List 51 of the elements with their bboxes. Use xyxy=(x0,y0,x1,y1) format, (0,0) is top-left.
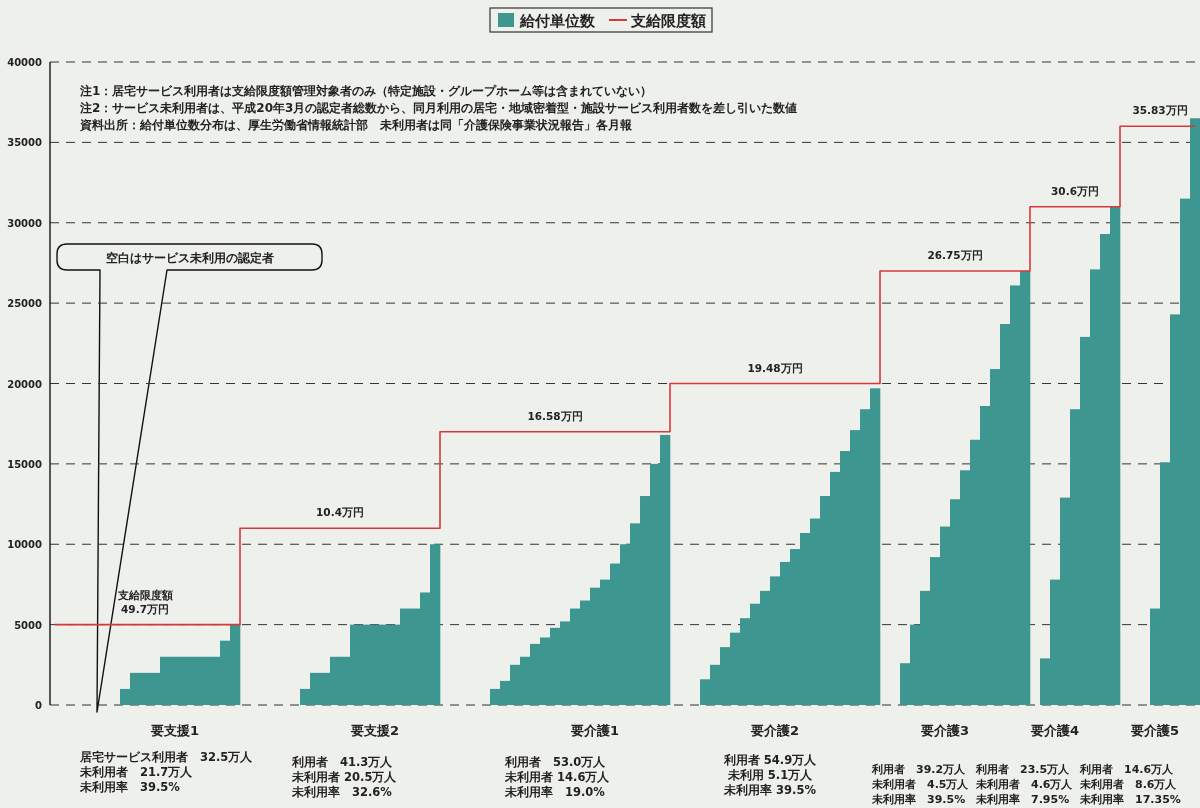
y-tick-label: 35000 xyxy=(7,137,43,149)
text: 未利用率 32.6% xyxy=(291,785,393,799)
text: 未利用率 19.0% xyxy=(504,785,606,799)
legend-label: 支給限度額 xyxy=(630,12,706,30)
annotation: 注1：居宅サービス利用者は支給限度額管理対象者のみ（特定施設・グループホーム等は含まれていない） xyxy=(79,84,653,98)
annotation: 19.48万円 xyxy=(747,361,803,374)
y-tick-label: 30000 xyxy=(7,217,43,229)
legend-label: 給付単位数 xyxy=(519,12,596,30)
text: 利用者 23.5万人 xyxy=(975,763,1071,776)
annotation: 35.83万円 xyxy=(1132,104,1188,117)
y-tick-label: 40000 xyxy=(7,57,43,68)
y-tick-label: 0 xyxy=(35,700,43,711)
y-tick-label: 5000 xyxy=(14,619,43,631)
text: 利用者 54.9万人 xyxy=(722,753,818,767)
annotation: 30.6万円 xyxy=(1051,184,1099,197)
text: 利用者 53.0万人 xyxy=(504,755,607,769)
y-tick-label: 10000 xyxy=(7,539,43,551)
text: 未利用者 8.6万人 xyxy=(1079,778,1178,791)
text: 未利用者 20.5万人 xyxy=(291,770,398,784)
text: 利用者 41.3万人 xyxy=(291,755,394,769)
annotation: 26.75万円 xyxy=(927,248,983,261)
annotation: 空白はサービス未利用の認定者 xyxy=(106,251,274,265)
text: 未利用者 21.7万人 xyxy=(79,765,194,779)
annotation: 49.7万円 xyxy=(121,602,169,615)
annotation: 16.58万円 xyxy=(527,409,583,422)
x-tick-label: 要介護1 xyxy=(569,723,620,738)
text: 未利用者 14.6万人 xyxy=(504,770,611,784)
text: 未利用率 7.95% xyxy=(975,793,1070,806)
x-tick-label: 要介護4 xyxy=(1029,723,1080,738)
text: 未利用率 17.35% xyxy=(1079,793,1181,806)
text: 利用者 39.2万人 xyxy=(871,763,967,776)
text: 利用者 14.6万人 xyxy=(1079,763,1175,776)
annotation: 資料出所：給付単位数分布は、厚生労働省情報統計部 未利用者は同「介護保険事業状況報告」各月報 xyxy=(79,118,633,132)
text: 居宅サービス利用者 32.5万人 xyxy=(79,750,254,764)
x-tick-label: 要支援1 xyxy=(149,723,200,738)
text: 未利用率 39.5% xyxy=(79,780,181,794)
y-tick-label: 15000 xyxy=(7,458,43,470)
x-tick-label: 要介護5 xyxy=(1129,723,1180,738)
text: 未利用 5.1万人 xyxy=(726,768,814,782)
text: 未利用者 4.5万人 xyxy=(871,778,970,791)
text: 未利用率 39.5% xyxy=(723,783,817,797)
text: 未利用者 4.6万人 xyxy=(975,778,1074,791)
annotation: 注2：サービス未利用者は、平成20年3月の認定者総数から、同月利用の居宅・地域密着型・施設サービス利用者数を差し引いた数値 xyxy=(79,101,798,115)
annotation: 10.4万円 xyxy=(316,506,364,519)
y-tick-label: 20000 xyxy=(7,378,43,390)
y-tick-label: 25000 xyxy=(7,298,43,310)
x-tick-label: 要介護3 xyxy=(919,723,970,738)
x-tick-label: 要支援2 xyxy=(349,723,400,738)
text: 未利用率 39.5% xyxy=(871,793,966,806)
x-tick-label: 要介護2 xyxy=(749,723,800,738)
annotation: 支給限度額 xyxy=(116,588,173,602)
